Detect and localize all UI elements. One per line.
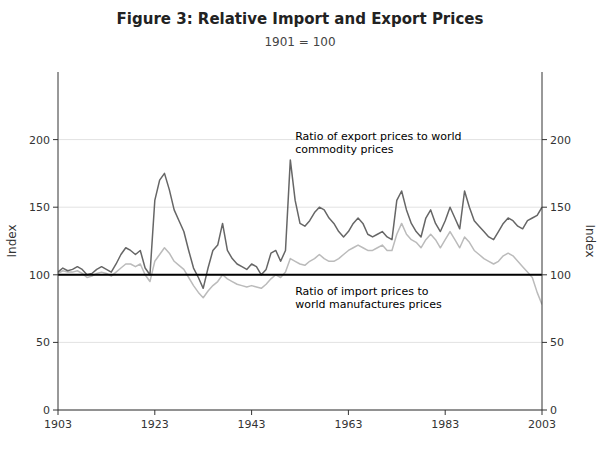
y2-tick	[542, 207, 547, 208]
y2-tick-label: 200	[550, 134, 571, 147]
annotation: Ratio of import prices toworld manufactu…	[295, 285, 442, 311]
y-axis-label: Index	[5, 224, 19, 257]
y2-tick	[542, 139, 547, 140]
x-tick-label: 1983	[431, 418, 459, 431]
y2-tick	[542, 342, 547, 343]
subtitle: 1901 = 100	[264, 35, 335, 49]
x-tick	[542, 410, 543, 415]
x-tick-label: 1923	[141, 418, 169, 431]
series-line	[58, 223, 542, 304]
y2-tick-label: 50	[550, 336, 564, 349]
grid-line	[58, 342, 542, 343]
x-tick	[58, 410, 59, 415]
annotation: Ratio of export prices to worldcommodity…	[295, 130, 461, 156]
x-tick	[348, 410, 349, 415]
x-tick-label: 2003	[528, 418, 556, 431]
x-axis-line	[58, 410, 542, 411]
grid	[58, 140, 542, 410]
chart: Figure 3: Relative Import and Export Pri…	[0, 0, 600, 449]
y2-tick	[542, 274, 547, 275]
y2-tick-label: 150	[550, 201, 571, 214]
plot-area	[58, 160, 542, 305]
y2-tick	[542, 410, 547, 411]
y-axis-line	[58, 72, 59, 410]
grid-line	[58, 274, 542, 275]
y-tick-label: 200	[29, 134, 50, 147]
y2-tick-label: 100	[550, 269, 571, 282]
y-tick	[53, 410, 58, 411]
series-line	[58, 160, 542, 288]
y-tick	[53, 342, 58, 343]
x-tick-label: 1903	[44, 418, 72, 431]
axes: 1903192319431963198320030501001502000501…	[29, 72, 571, 431]
y-tick-label: 50	[36, 336, 50, 349]
y2-axis-line	[542, 72, 543, 410]
y-tick	[53, 207, 58, 208]
y-tick-label: 0	[43, 404, 50, 417]
y-tick-label: 100	[29, 269, 50, 282]
grid-line	[58, 410, 542, 411]
reference-line	[58, 274, 542, 276]
y-tick	[53, 139, 58, 140]
y-tick	[53, 274, 58, 275]
y-tick-label: 150	[29, 201, 50, 214]
x-tick-label: 1963	[334, 418, 362, 431]
x-tick	[445, 410, 446, 415]
x-tick	[154, 410, 155, 415]
x-tick-label: 1943	[238, 418, 266, 431]
title: Figure 3: Relative Import and Export Pri…	[117, 10, 484, 28]
y2-axis-label: Index	[583, 224, 597, 257]
x-tick	[251, 410, 252, 415]
y2-tick-label: 0	[550, 404, 557, 417]
